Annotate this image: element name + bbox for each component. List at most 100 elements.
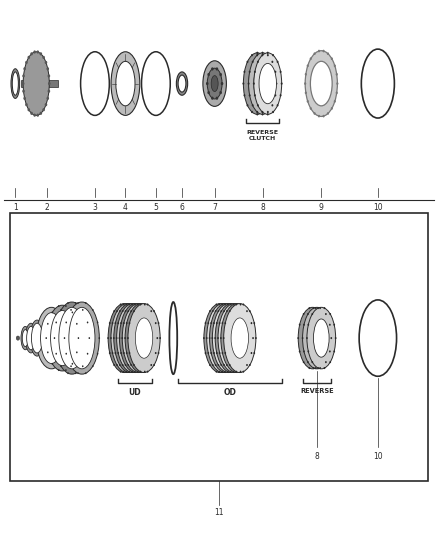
Circle shape: [58, 305, 60, 307]
Circle shape: [251, 322, 252, 324]
Circle shape: [117, 322, 119, 324]
Circle shape: [247, 337, 248, 339]
Circle shape: [60, 309, 62, 311]
Ellipse shape: [128, 304, 160, 373]
Ellipse shape: [228, 318, 246, 358]
Circle shape: [144, 303, 146, 305]
Circle shape: [220, 337, 222, 339]
Circle shape: [245, 322, 247, 324]
Circle shape: [131, 370, 133, 373]
Circle shape: [238, 310, 240, 312]
Circle shape: [88, 337, 90, 339]
Circle shape: [322, 50, 325, 52]
Ellipse shape: [249, 53, 276, 114]
Circle shape: [248, 352, 250, 354]
Circle shape: [334, 64, 336, 67]
Circle shape: [235, 364, 237, 366]
Circle shape: [137, 303, 138, 305]
Ellipse shape: [64, 302, 99, 374]
Circle shape: [146, 352, 148, 354]
Circle shape: [223, 303, 224, 305]
Circle shape: [221, 303, 223, 305]
Circle shape: [255, 337, 257, 339]
Circle shape: [127, 310, 129, 312]
Circle shape: [307, 324, 309, 326]
Ellipse shape: [121, 318, 138, 358]
Circle shape: [138, 370, 140, 373]
Circle shape: [217, 337, 219, 339]
Circle shape: [87, 321, 88, 324]
Circle shape: [251, 352, 252, 354]
Ellipse shape: [177, 72, 187, 95]
Circle shape: [249, 310, 251, 312]
Ellipse shape: [259, 63, 276, 104]
Circle shape: [240, 370, 241, 373]
Circle shape: [310, 107, 312, 110]
Circle shape: [127, 364, 129, 366]
Circle shape: [305, 73, 307, 76]
Circle shape: [48, 90, 50, 93]
Text: OD: OD: [223, 389, 237, 398]
Circle shape: [149, 322, 151, 324]
Circle shape: [99, 337, 100, 339]
Circle shape: [229, 310, 231, 312]
Circle shape: [36, 51, 39, 54]
Ellipse shape: [223, 318, 240, 358]
Text: 7: 7: [212, 203, 217, 212]
Circle shape: [313, 307, 314, 309]
Text: 4: 4: [123, 203, 128, 212]
Circle shape: [75, 302, 77, 304]
Circle shape: [267, 52, 268, 54]
Circle shape: [205, 322, 206, 324]
Circle shape: [222, 322, 223, 324]
Ellipse shape: [130, 318, 147, 358]
Circle shape: [113, 364, 115, 366]
Circle shape: [261, 54, 264, 56]
Circle shape: [324, 367, 325, 369]
Ellipse shape: [220, 318, 237, 358]
Circle shape: [207, 73, 210, 76]
Text: 10: 10: [373, 203, 383, 212]
Circle shape: [336, 82, 339, 85]
Circle shape: [310, 58, 312, 60]
Circle shape: [125, 364, 127, 366]
Circle shape: [213, 322, 215, 324]
Circle shape: [224, 303, 226, 305]
Circle shape: [125, 303, 127, 305]
Circle shape: [67, 372, 69, 374]
Circle shape: [327, 52, 329, 55]
Circle shape: [47, 323, 49, 325]
Circle shape: [23, 67, 26, 70]
Circle shape: [52, 311, 53, 313]
Circle shape: [297, 337, 299, 339]
Circle shape: [141, 322, 142, 324]
Circle shape: [135, 370, 137, 373]
Circle shape: [142, 364, 144, 366]
Circle shape: [321, 313, 322, 315]
Circle shape: [109, 352, 110, 354]
Circle shape: [329, 350, 331, 352]
Circle shape: [71, 311, 73, 313]
Circle shape: [214, 337, 216, 339]
Circle shape: [76, 323, 78, 325]
Circle shape: [322, 115, 325, 117]
Circle shape: [141, 352, 142, 354]
Ellipse shape: [21, 326, 30, 350]
Circle shape: [257, 61, 259, 63]
Circle shape: [154, 337, 155, 339]
Circle shape: [135, 303, 137, 305]
Circle shape: [237, 303, 239, 305]
Circle shape: [314, 52, 316, 55]
Circle shape: [249, 337, 251, 339]
Ellipse shape: [50, 311, 74, 366]
Ellipse shape: [207, 304, 239, 373]
Circle shape: [82, 365, 84, 367]
Circle shape: [226, 370, 227, 373]
Circle shape: [219, 322, 220, 324]
Circle shape: [123, 303, 124, 305]
Circle shape: [223, 337, 225, 339]
Circle shape: [203, 337, 205, 339]
Ellipse shape: [311, 61, 332, 106]
Ellipse shape: [32, 323, 43, 353]
Circle shape: [215, 67, 218, 70]
